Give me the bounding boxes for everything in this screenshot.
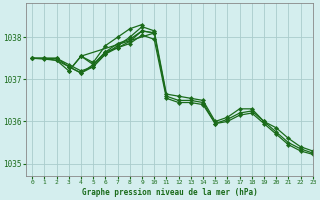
X-axis label: Graphe pression niveau de la mer (hPa): Graphe pression niveau de la mer (hPa) [82,188,257,197]
